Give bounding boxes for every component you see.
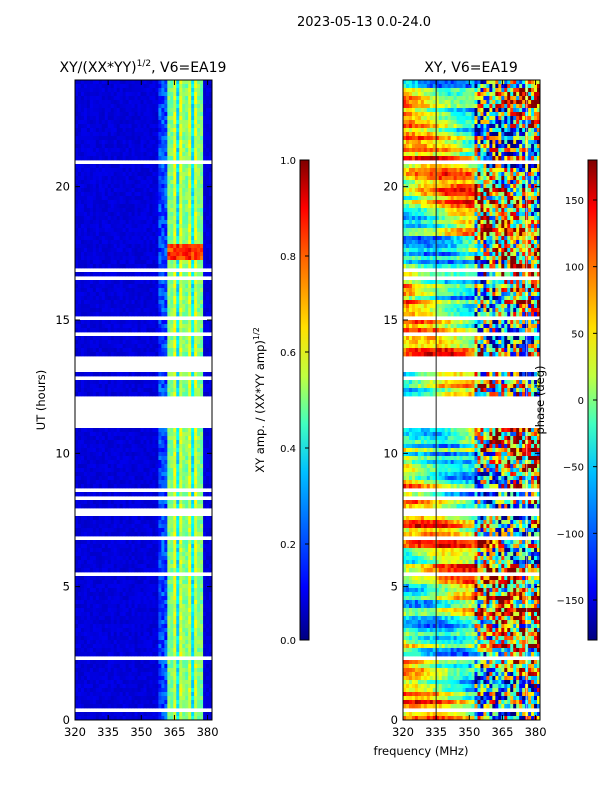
y-tick-label: 20 — [55, 180, 70, 194]
y-tick-label: 5 — [63, 580, 70, 594]
panel-amplitude: XY/(XX*YY)1/2, V6=EA19 320 335 350 365 380 0 5… — [34, 59, 226, 739]
phase-heatmap — [403, 80, 540, 720]
y-tick-label: 15 — [55, 313, 70, 327]
colorbar-tick-label: −100 — [557, 529, 584, 540]
amplitude-colorbar: 0.0 0.2 0.4 0.6 0.8 1.0 XY amp. / (XX*YY amp)… — [252, 156, 309, 647]
x-tick-label: 365 — [163, 725, 185, 739]
x-tick-label: 320 — [64, 725, 86, 739]
y-tick-label: 20 — [383, 180, 398, 194]
panel-amplitude-title: XY/(XX*YY)1/2, V6=EA19 — [60, 59, 227, 76]
colorbar-tick-label: 0.0 — [280, 636, 296, 647]
x-tick-label: 335 — [425, 725, 447, 739]
x-tick-label: 380 — [197, 725, 219, 739]
phase-colorbar: −150 −100 −50 0 50 100 150 phase (deg) — [533, 160, 597, 640]
colorbar-tick-label: −50 — [563, 463, 584, 474]
y-tick-label: 10 — [383, 446, 398, 460]
amplitude-heatmap — [75, 80, 212, 720]
colorbar-tick-label: 0.6 — [280, 348, 296, 359]
y-tick-label: 15 — [383, 313, 398, 327]
y-tick-label: 0 — [391, 713, 398, 727]
y-tick-label: 10 — [55, 446, 70, 460]
colorbar-tick-label: 0 — [578, 396, 584, 407]
panel-phase: XY, V6=EA19 320 335 350 365 380 0 5 10 15 20 — [383, 60, 546, 739]
y-tick-label: 5 — [391, 580, 398, 594]
colorbar-tick-label: 50 — [571, 329, 584, 340]
x-tick-label: 320 — [392, 725, 414, 739]
x-tick-label: 350 — [130, 725, 152, 739]
amplitude-colorbar-gradient — [300, 160, 309, 640]
figure-suptitle: 2023-05-13 0.0-24.0 — [297, 15, 431, 30]
x-tick-label: 380 — [525, 725, 547, 739]
y-tick-label: 0 — [63, 713, 70, 727]
x-tick-label: 365 — [491, 725, 513, 739]
x-tick-label: 335 — [97, 725, 119, 739]
amplitude-colorbar-label: XY amp. / (XX*YY amp)1/2 — [252, 327, 267, 473]
panel-phase-title: XY, V6=EA19 — [424, 60, 518, 76]
x-tick-label: 350 — [458, 725, 480, 739]
phase-colorbar-label: phase (deg) — [533, 365, 547, 434]
x-axis-label: frequency (MHz) — [374, 744, 469, 758]
colorbar-tick-label: 100 — [565, 263, 584, 274]
colorbar-tick-label: 0.2 — [280, 540, 296, 551]
colorbar-tick-label: 150 — [565, 196, 584, 207]
colorbar-tick-label: 0.8 — [280, 252, 296, 263]
y-axis-label: UT (hours) — [34, 370, 48, 430]
colorbar-tick-label: 1.0 — [280, 156, 296, 167]
colorbar-tick-label: −150 — [557, 596, 584, 607]
colorbar-tick-label: 0.4 — [280, 444, 296, 455]
